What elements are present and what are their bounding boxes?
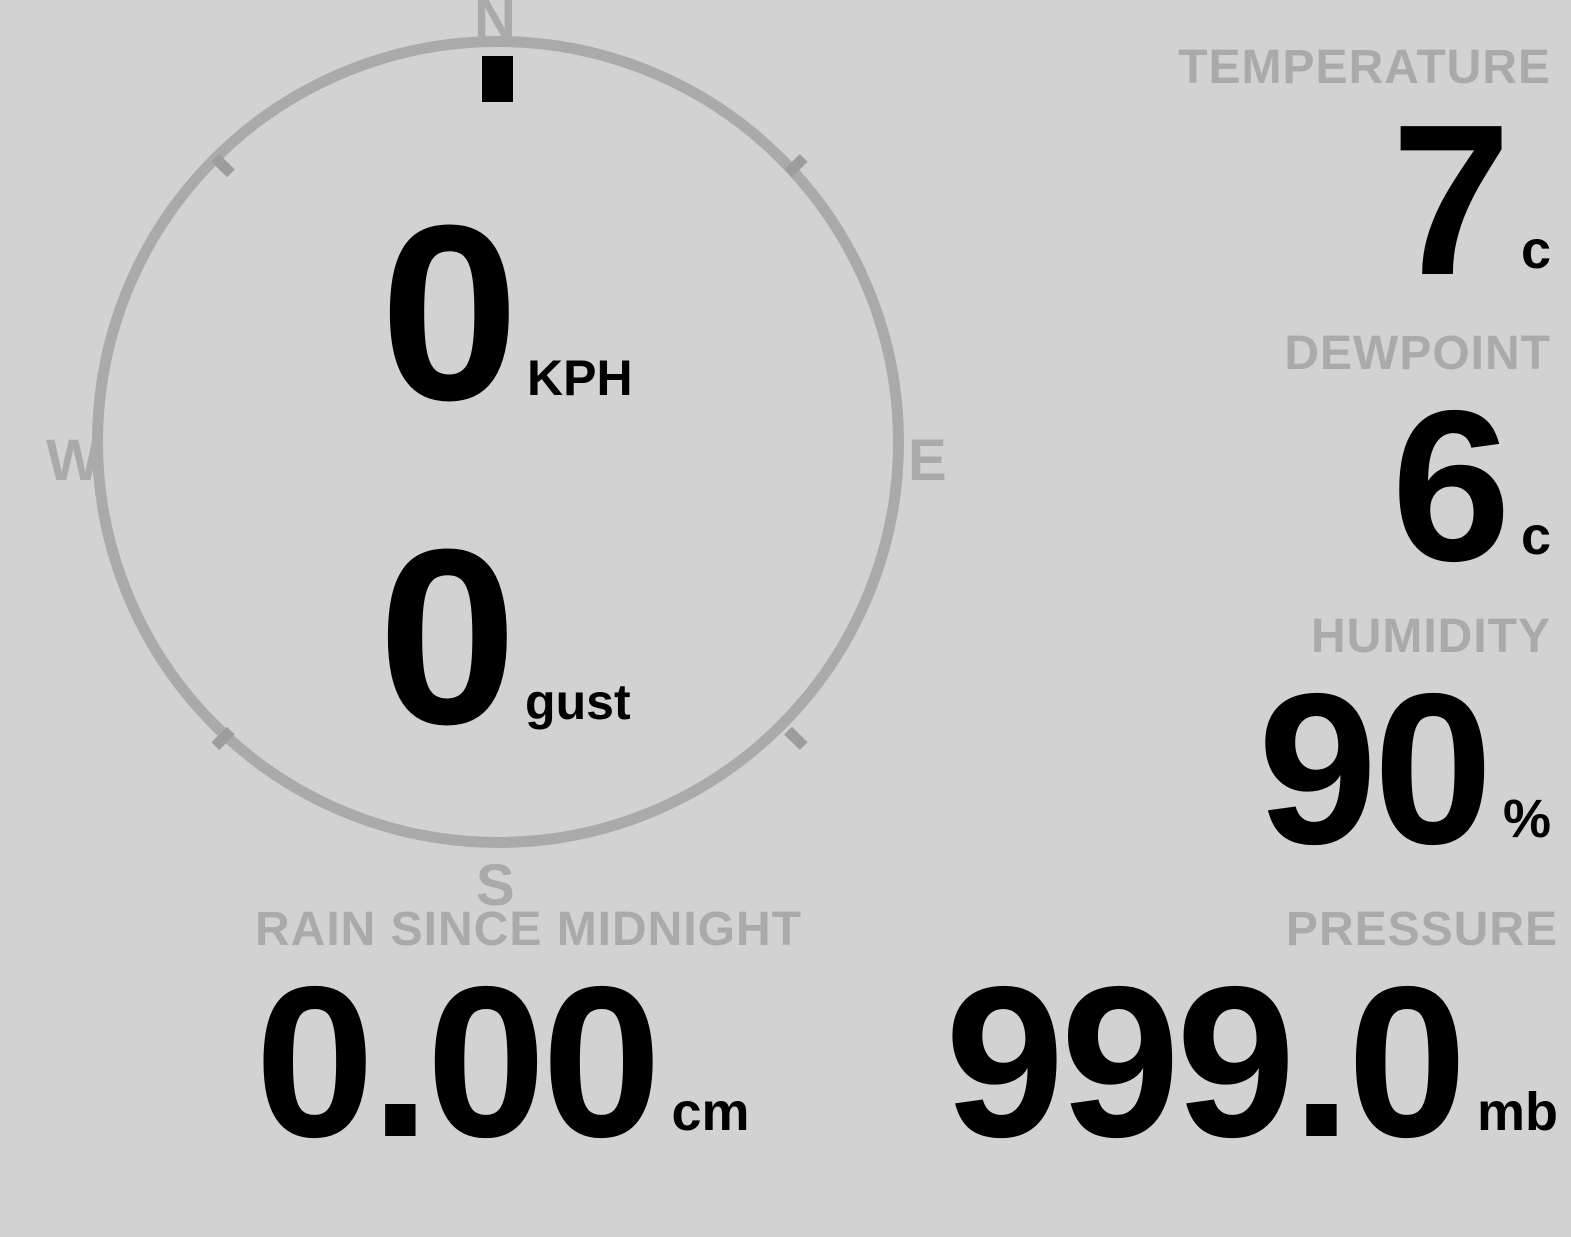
compass-tick-sw: [210, 726, 235, 751]
rain-label: RAIN SINCE MIDNIGHT: [255, 903, 802, 956]
compass-ring: [92, 36, 904, 848]
pressure-label: PRESSURE: [1285, 903, 1558, 956]
rain-unit: cm: [671, 1082, 750, 1142]
wind-gust-readout: 0 gust: [378, 512, 631, 762]
humidity-valueline: 90 %: [851, 661, 1551, 876]
wind-speed-readout: 0 KPH: [380, 188, 633, 438]
pressure-metric: PRESSURE 999.0 mb: [898, 903, 1558, 1170]
dewpoint-label: DEWPOINT: [1284, 327, 1551, 380]
compass-tick-ne: [783, 153, 808, 178]
temperature-value: 7: [1391, 79, 1511, 320]
humidity-metric: HUMIDITY 90 %: [851, 610, 1551, 877]
wind-speed-unit: KPH: [527, 350, 633, 406]
temperature-label: TEMPERATURE: [1178, 41, 1551, 94]
temperature-valueline: 7 c: [851, 92, 1551, 307]
humidity-unit: %: [1502, 789, 1551, 849]
compass-tick-nw: [210, 153, 235, 178]
humidity-label: HUMIDITY: [1311, 610, 1551, 663]
rain-metric: RAIN SINCE MIDNIGHT 0.00 cm: [255, 903, 855, 1170]
dewpoint-metric: DEWPOINT 6 c: [851, 327, 1551, 594]
compass-label-east: E: [908, 428, 947, 493]
wind-compass-panel: N E S W 0 KPH 0 gust: [0, 0, 1000, 915]
dewpoint-value: 6: [1391, 365, 1511, 606]
pressure-value: 999.0: [944, 941, 1467, 1182]
dewpoint-unit: c: [1520, 506, 1551, 566]
rain-valueline: 0.00 cm: [255, 954, 855, 1169]
rain-value: 0.00: [255, 941, 661, 1182]
compass-label-south: S: [476, 853, 515, 918]
humidity-value: 90: [1257, 648, 1493, 889]
wind-gust-unit: gust: [525, 674, 631, 730]
wind-direction-marker: [482, 56, 513, 102]
temperature-unit: c: [1520, 220, 1551, 280]
compass-tick-se: [783, 726, 808, 751]
compass-label-north: N: [474, 0, 516, 51]
dewpoint-valueline: 6 c: [851, 378, 1551, 593]
temperature-metric: TEMPERATURE 7 c: [851, 41, 1551, 308]
compass-label-west: W: [46, 428, 101, 493]
pressure-unit: mb: [1477, 1082, 1558, 1142]
wind-speed-value: 0: [380, 173, 519, 452]
wind-gust-value: 0: [378, 497, 517, 776]
pressure-valueline: 999.0 mb: [898, 954, 1558, 1169]
